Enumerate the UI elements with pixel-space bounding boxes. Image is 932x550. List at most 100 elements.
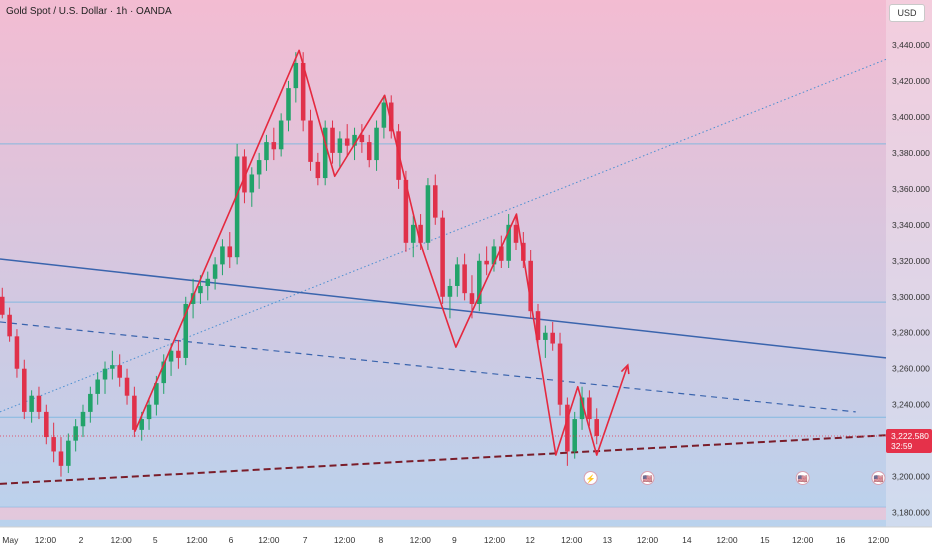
y-tick-label: 3,360.000 <box>892 184 930 194</box>
x-tick-label: 14 <box>682 535 692 545</box>
x-tick-label: 12 <box>525 535 535 545</box>
candle-body <box>190 293 196 304</box>
candle-body <box>183 303 189 358</box>
x-tick-label: 2 <box>79 535 84 545</box>
candle-body <box>66 440 71 466</box>
candle-body <box>278 120 284 150</box>
candle-body <box>462 264 467 294</box>
candle-body <box>579 397 585 420</box>
candle-body <box>198 285 203 294</box>
x-tick-label: 6 <box>229 535 234 545</box>
candle-body <box>234 156 240 258</box>
y-axis[interactable]: 3,440.000 3,420.000 3,400.000 3,380.000 3,36… <box>886 0 932 550</box>
support-dashed-line <box>0 434 887 485</box>
y-tick-label: 3,320.000 <box>892 256 930 266</box>
candle-body <box>381 102 387 128</box>
y-tick-label: 3,240.000 <box>892 400 930 410</box>
candle-body <box>550 332 555 344</box>
candle-body <box>594 419 599 437</box>
event-marker-symbol: 🇺🇸 <box>873 475 883 484</box>
candle-body <box>271 142 277 150</box>
candle-body <box>44 411 49 438</box>
candle-body <box>242 156 247 193</box>
x-tick-label: 12:00 <box>35 535 57 545</box>
event-marker-symbol: 🇺🇸 <box>798 475 808 484</box>
candle-body <box>168 350 174 362</box>
arrow-head <box>620 363 630 375</box>
candle-body <box>469 293 475 304</box>
candle-body <box>73 426 78 441</box>
candles <box>0 52 599 477</box>
event-marker-symbol: 🇺🇸 <box>642 475 652 484</box>
x-tick-label: 16 <box>836 535 846 545</box>
candle-body <box>36 395 42 412</box>
candle-body <box>484 260 489 265</box>
zigzag-pattern <box>134 49 629 456</box>
candle-body <box>315 161 321 179</box>
x-tick-label: 5 <box>153 535 158 545</box>
y-tick-label: 3,300.000 <box>892 292 930 302</box>
candle-body <box>286 88 291 121</box>
price-badge-value: 3,222.580 <box>891 431 929 441</box>
y-tick-label: 3,280.000 <box>892 328 930 338</box>
candle-body <box>205 278 211 286</box>
event-marker <box>583 471 598 485</box>
candle-body <box>440 217 445 297</box>
x-tick-label: May <box>2 535 19 545</box>
candle-body <box>528 260 533 312</box>
candle-body <box>330 127 335 153</box>
x-tick-label: 15 <box>760 535 770 545</box>
y-tick-label: 3,380.000 <box>892 148 930 158</box>
candle-body <box>337 138 343 153</box>
candle-body <box>388 102 394 132</box>
candle-body <box>0 296 5 315</box>
candle-body <box>403 179 409 243</box>
candle-body <box>146 404 152 420</box>
candle-body <box>506 224 511 261</box>
candle-body <box>51 437 56 452</box>
bottom-band <box>0 507 886 520</box>
candle-body <box>293 62 299 89</box>
y-tick-label: 3,420.000 <box>892 76 930 86</box>
candle-body <box>447 285 453 297</box>
candle-body <box>425 185 431 243</box>
x-tick-label: 12:00 <box>186 535 208 545</box>
candle-body <box>513 224 519 243</box>
candle-body <box>212 264 218 279</box>
candle-body <box>565 404 570 452</box>
event-marker-symbol: ⚡ <box>586 474 596 484</box>
pattern-drawing <box>134 49 630 456</box>
candle-body <box>29 395 34 412</box>
price-badge <box>886 429 932 454</box>
x-tick-label: 8 <box>379 535 384 545</box>
x-tick-label: 12:00 <box>410 535 432 545</box>
y-tick-label: 3,260.000 <box>892 364 930 374</box>
y-tick-label: 3,180.000 <box>892 508 930 518</box>
candle-body <box>22 368 27 412</box>
candle-body <box>535 311 541 340</box>
x-axis[interactable]: May 12:00 2 12:00 5 12:00 6 12:00 7 12:00 8 12:00 9 1… <box>0 526 932 550</box>
candle-body <box>491 246 497 265</box>
event-marker <box>871 471 886 485</box>
candle-body <box>256 160 262 175</box>
x-tick-label: 12:00 <box>111 535 133 545</box>
chart-title: Gold Spot / U.S. Dollar · 1h · OANDA <box>6 6 172 17</box>
candle-body <box>432 185 438 218</box>
candle-body <box>14 336 20 369</box>
candle-body <box>110 365 115 369</box>
event-markers: ⚡ 🇺🇸 🇺🇸 🇺🇸 <box>583 471 886 485</box>
x-tick-label: 12:00 <box>792 535 814 545</box>
x-tick-label: 7 <box>303 535 308 545</box>
candle-body <box>161 361 167 384</box>
candle-body <box>132 395 137 430</box>
candle-body <box>344 138 350 146</box>
candle-body <box>418 224 423 243</box>
event-marker <box>640 471 655 485</box>
currency-button[interactable]: USD <box>889 4 925 22</box>
candle-body <box>88 393 93 412</box>
x-tick-label: 9 <box>452 535 457 545</box>
candle-body <box>220 246 225 265</box>
candle-body <box>572 419 577 452</box>
